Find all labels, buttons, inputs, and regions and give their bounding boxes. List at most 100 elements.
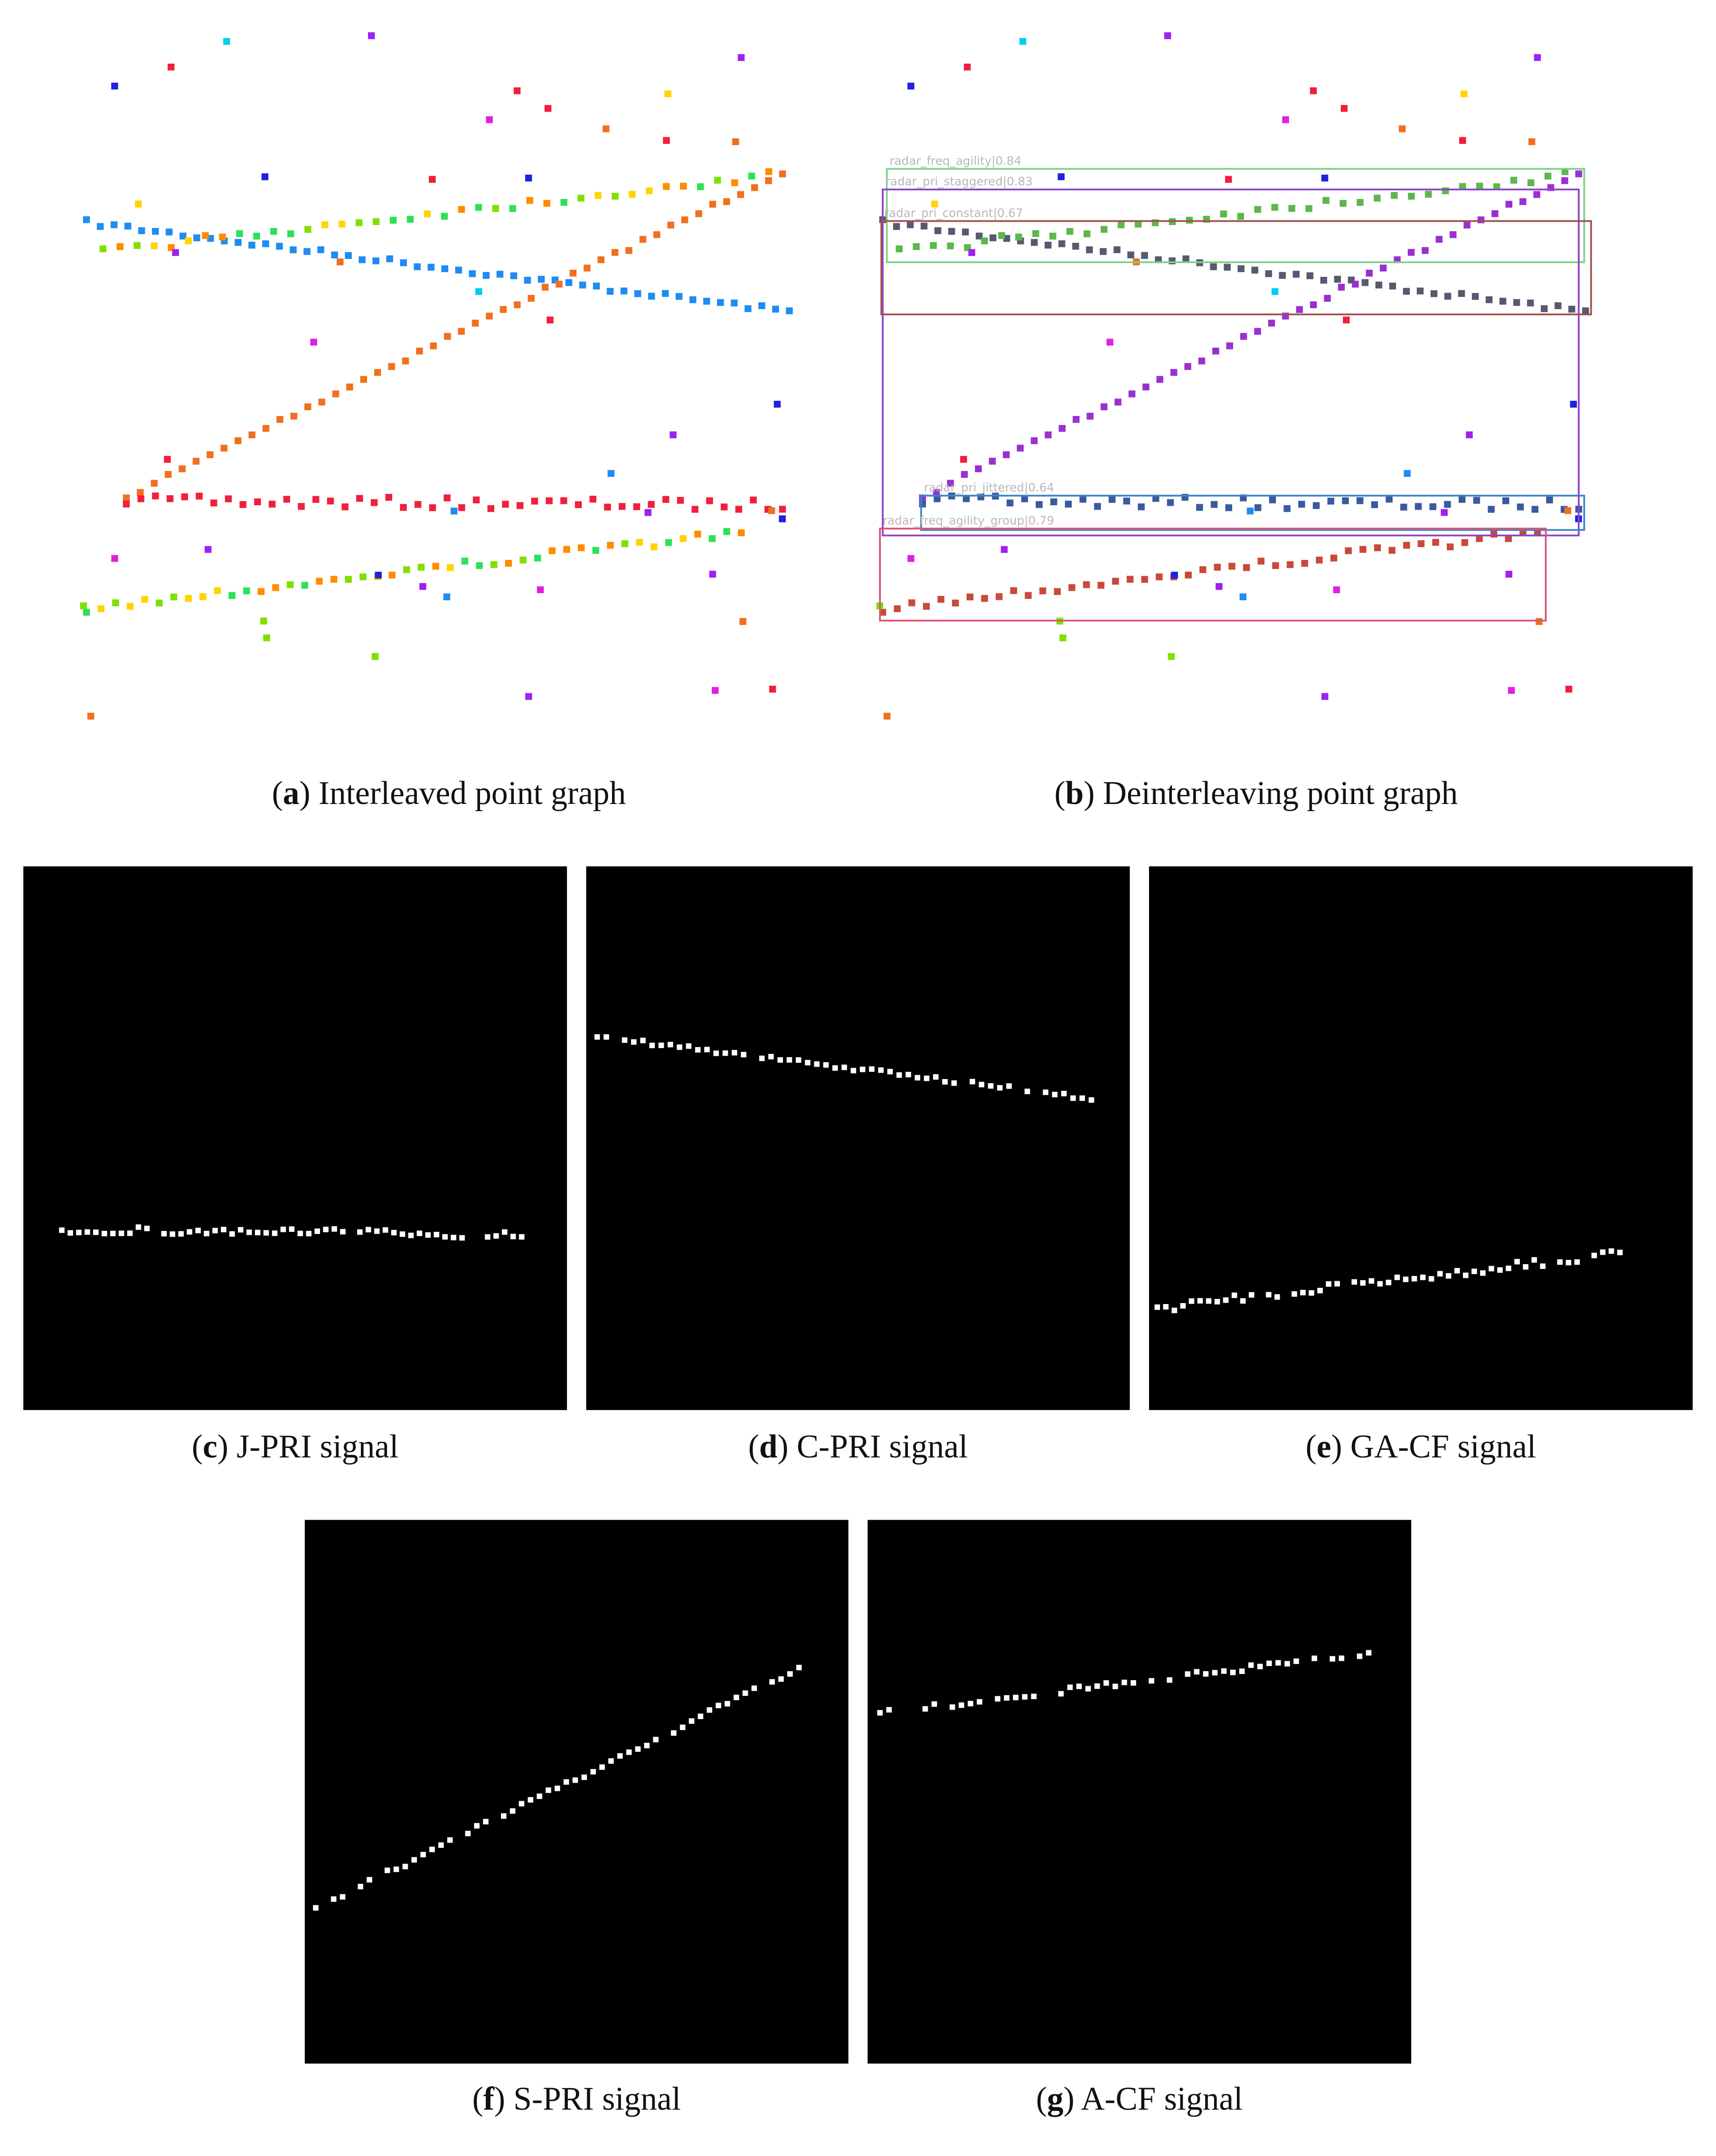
point [1356, 497, 1364, 504]
point [735, 506, 743, 513]
detection-label: radar_freq_agility|0.84 [889, 154, 1021, 168]
point [1257, 558, 1265, 565]
noise-point [419, 583, 426, 590]
signal-point [537, 1793, 542, 1799]
point [1357, 199, 1364, 206]
point [1240, 333, 1247, 340]
signal-point [713, 1050, 719, 1056]
noise-point [475, 288, 482, 295]
signal-point [942, 1079, 948, 1085]
point [534, 554, 541, 562]
signal-point [603, 1034, 609, 1040]
signal-point [1386, 1279, 1392, 1286]
point [1030, 437, 1038, 444]
point [998, 232, 1005, 239]
point [151, 242, 158, 250]
point [1237, 213, 1245, 220]
point [1198, 357, 1206, 365]
signal-point [402, 1863, 408, 1870]
point [750, 496, 757, 504]
signal-point [127, 1230, 133, 1236]
signal-point [263, 1230, 269, 1236]
noise-point [537, 586, 544, 594]
signal-point [814, 1061, 820, 1067]
point [123, 501, 130, 508]
point [1268, 320, 1275, 327]
point [1086, 246, 1093, 254]
point [947, 242, 954, 250]
point [1316, 557, 1323, 564]
noise-point [732, 138, 739, 145]
point [606, 288, 614, 295]
point [490, 561, 498, 568]
point [681, 216, 688, 224]
point [679, 535, 687, 542]
point [966, 593, 974, 601]
signal-point [1403, 1277, 1409, 1282]
point [253, 232, 260, 240]
noise-point [375, 571, 382, 579]
noise-point [1057, 173, 1065, 180]
signal-point [85, 1229, 90, 1235]
point [486, 312, 493, 320]
point [975, 465, 982, 473]
point [370, 499, 378, 506]
noise-point [1564, 507, 1572, 514]
signal-point [425, 1232, 431, 1238]
signal-point [1574, 1259, 1580, 1265]
noise-point [663, 137, 670, 144]
signal-point [1311, 1655, 1317, 1661]
point [133, 242, 141, 249]
point [1288, 205, 1295, 212]
point [1169, 257, 1176, 265]
signal-point [725, 1701, 730, 1707]
point [548, 547, 556, 554]
signal-point [796, 1664, 802, 1671]
point [1429, 503, 1436, 511]
point [879, 609, 886, 616]
point [414, 263, 421, 270]
caption-rest: ) Deinterleaving point graph [1084, 775, 1458, 812]
point [458, 206, 465, 213]
signal-point [493, 1233, 499, 1239]
point [472, 496, 480, 503]
point [270, 227, 277, 235]
point [181, 493, 189, 501]
signal-point [778, 1676, 784, 1682]
point [579, 281, 586, 289]
signal-point [144, 1226, 150, 1231]
point [359, 573, 367, 580]
point [192, 457, 200, 465]
point [1097, 582, 1104, 589]
signal-point [1214, 1299, 1220, 1305]
caption-rest: ) A-CF signal [1064, 2080, 1243, 2117]
noise-point [450, 507, 458, 515]
point [116, 243, 124, 250]
signal-point [340, 1229, 346, 1235]
point [531, 498, 538, 505]
signal-point [1231, 1292, 1237, 1298]
signal-point [102, 1230, 107, 1237]
signal-point [330, 1896, 337, 1902]
point [893, 223, 900, 230]
signal-point [272, 1230, 278, 1236]
signal-point [1180, 1303, 1186, 1309]
point [1544, 172, 1552, 180]
point [317, 246, 324, 254]
signal-point [408, 1232, 414, 1239]
signal-point [306, 1230, 312, 1237]
noise-point [907, 83, 915, 90]
point [345, 252, 352, 259]
point [1386, 495, 1393, 503]
point [786, 307, 793, 314]
point [1210, 501, 1218, 508]
signal-point [1167, 1677, 1172, 1683]
point [286, 581, 294, 588]
point [1322, 197, 1329, 204]
point [1339, 200, 1347, 207]
point [731, 299, 738, 307]
point [933, 489, 940, 496]
signal-point [1122, 1679, 1127, 1685]
point [618, 503, 626, 510]
point [913, 243, 920, 250]
